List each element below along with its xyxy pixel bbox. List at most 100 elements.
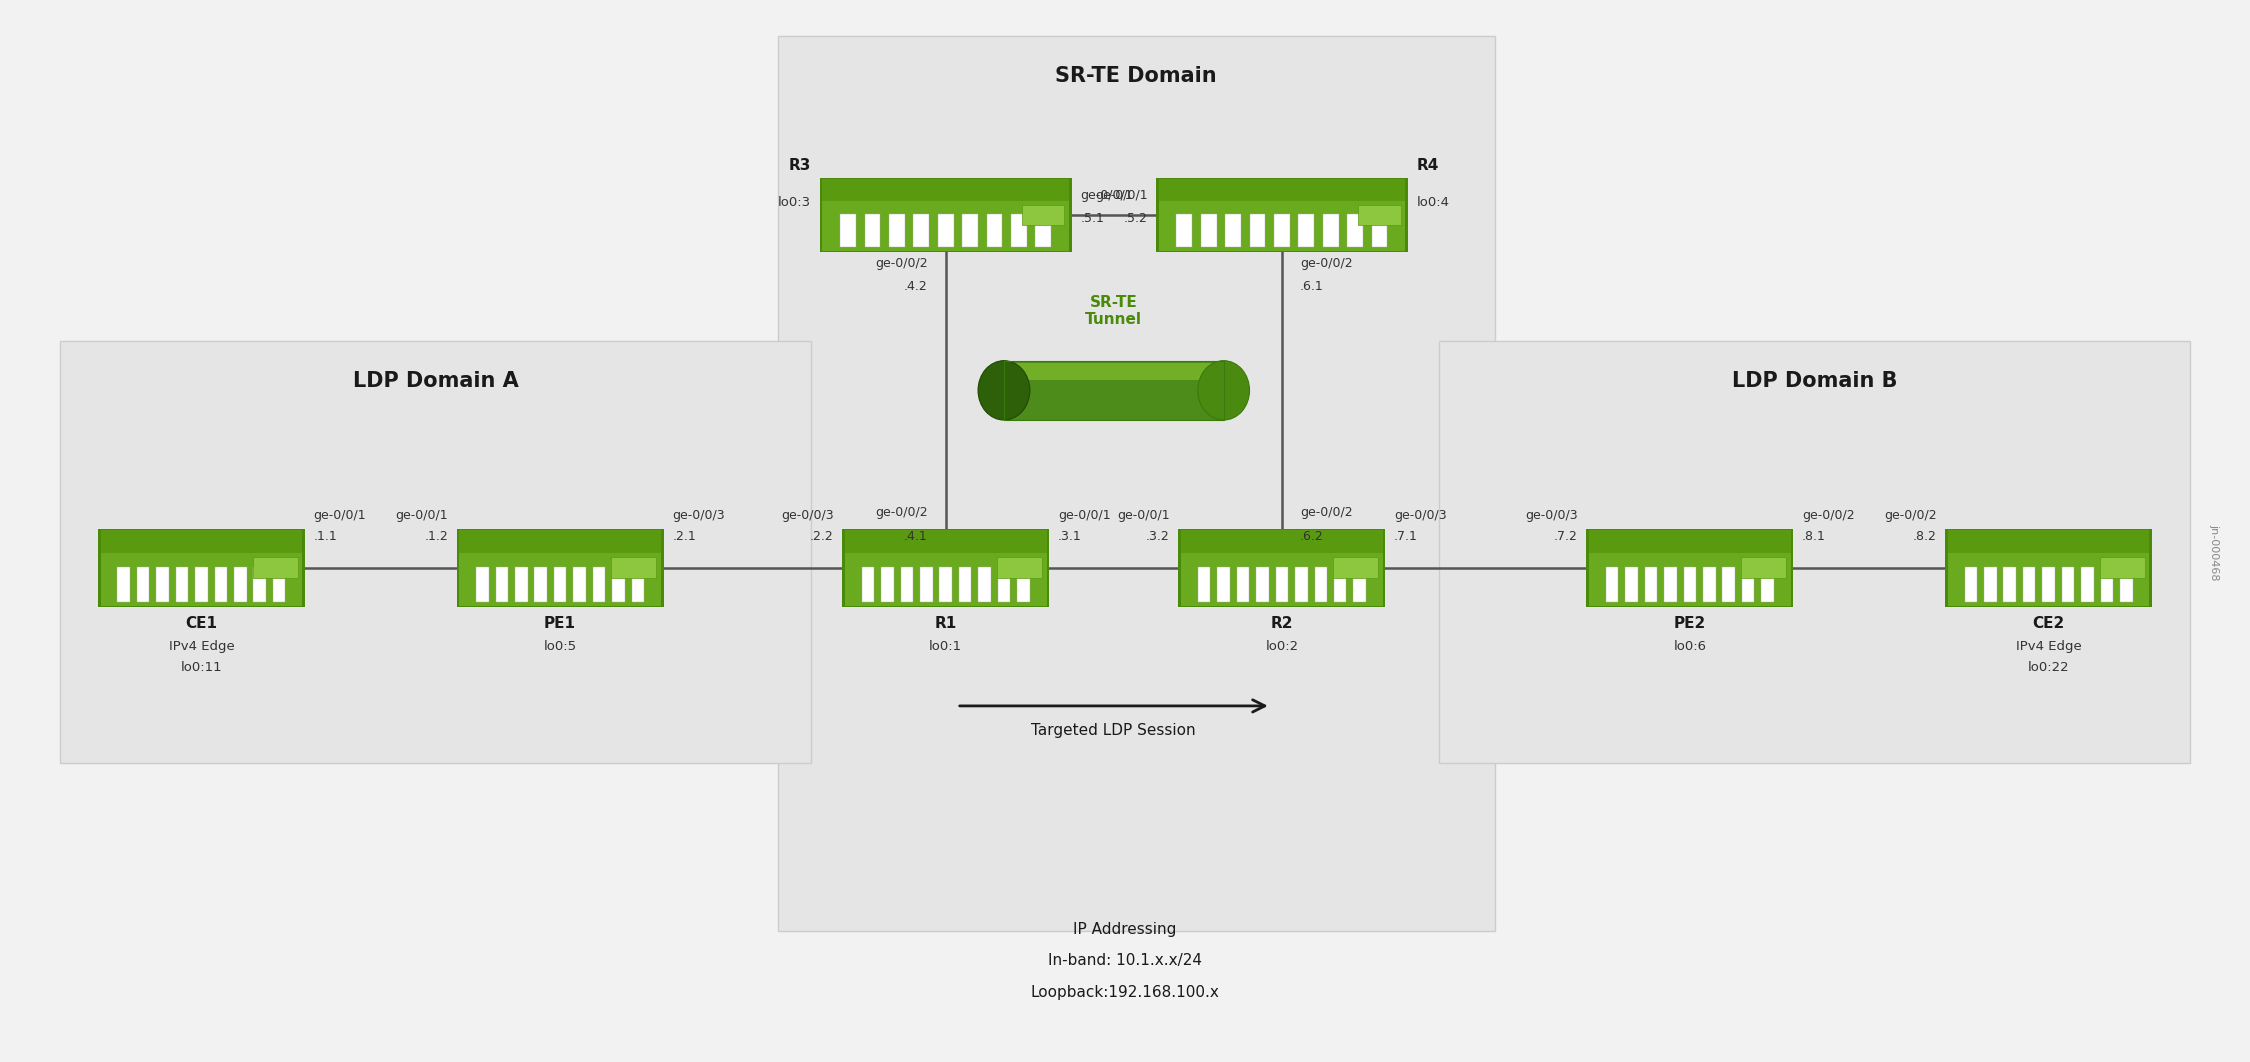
FancyBboxPatch shape [2061,567,2074,601]
FancyBboxPatch shape [1948,530,2149,552]
FancyBboxPatch shape [1276,567,1289,601]
FancyBboxPatch shape [2102,567,2113,601]
Text: .3.2: .3.2 [1145,530,1170,543]
Text: SR-TE Domain: SR-TE Domain [1055,66,1217,86]
Text: SR-TE
Tunnel: SR-TE Tunnel [1084,295,1143,327]
Text: ge-0/0/2: ge-0/0/2 [1883,509,1937,521]
Text: .1.1: .1.1 [313,530,337,543]
FancyBboxPatch shape [61,341,812,763]
FancyBboxPatch shape [1762,567,1773,601]
FancyBboxPatch shape [1948,530,2149,605]
FancyBboxPatch shape [2023,567,2036,601]
FancyBboxPatch shape [1202,213,1217,246]
FancyBboxPatch shape [137,567,148,601]
Text: .5.2: .5.2 [1123,212,1148,225]
Text: ge-0/0/3: ge-0/0/3 [1395,509,1447,521]
Text: ge-0/0/3: ge-0/0/3 [1526,509,1577,521]
FancyBboxPatch shape [536,567,547,601]
FancyBboxPatch shape [196,567,207,601]
Text: ge-0/0/2: ge-0/0/2 [1300,257,1352,270]
FancyBboxPatch shape [176,567,189,601]
FancyBboxPatch shape [101,530,302,552]
Text: IPv4 Edge: IPv4 Edge [169,639,234,652]
FancyBboxPatch shape [1156,177,1408,252]
FancyBboxPatch shape [824,179,1069,201]
FancyBboxPatch shape [1438,341,2189,763]
FancyBboxPatch shape [1314,567,1328,601]
FancyBboxPatch shape [1588,530,1791,552]
FancyBboxPatch shape [554,567,567,601]
FancyBboxPatch shape [495,567,508,601]
FancyBboxPatch shape [1665,567,1676,601]
FancyBboxPatch shape [1035,213,1051,246]
Text: .1.2: .1.2 [425,530,448,543]
FancyBboxPatch shape [1249,213,1264,246]
Text: .7.1: .7.1 [1395,530,1418,543]
FancyBboxPatch shape [920,567,931,601]
FancyBboxPatch shape [612,558,657,579]
FancyBboxPatch shape [819,177,1071,252]
FancyBboxPatch shape [457,529,664,607]
Text: ge-0/0/3: ge-0/0/3 [673,509,724,521]
FancyBboxPatch shape [940,567,952,601]
Text: ge-0/0/2: ge-0/0/2 [1300,507,1352,519]
FancyBboxPatch shape [1586,529,1793,607]
Text: ge-0/0/1: ge-0/0/1 [396,509,448,521]
FancyBboxPatch shape [997,558,1042,579]
FancyBboxPatch shape [778,36,1494,931]
Text: .3.1: .3.1 [1058,530,1082,543]
FancyBboxPatch shape [254,567,266,601]
FancyBboxPatch shape [1296,567,1307,601]
FancyBboxPatch shape [155,567,169,601]
FancyBboxPatch shape [1181,530,1384,605]
FancyBboxPatch shape [1159,179,1406,201]
FancyBboxPatch shape [839,213,855,246]
Text: .2.2: .2.2 [810,530,832,543]
Text: .6.2: .6.2 [1300,530,1323,543]
Text: .4.1: .4.1 [904,530,927,543]
FancyBboxPatch shape [1606,567,1618,601]
FancyBboxPatch shape [900,567,914,601]
Ellipse shape [1197,361,1249,419]
FancyBboxPatch shape [612,567,626,601]
FancyBboxPatch shape [1742,567,1755,601]
FancyBboxPatch shape [824,179,1069,251]
FancyBboxPatch shape [1226,213,1242,246]
Text: LDP Domain B: LDP Domain B [1732,372,1897,392]
FancyBboxPatch shape [1256,567,1269,601]
FancyBboxPatch shape [2120,567,2133,601]
FancyBboxPatch shape [117,567,130,601]
Text: lo0:5: lo0:5 [544,639,576,652]
FancyBboxPatch shape [979,567,990,601]
Text: R1: R1 [934,616,956,631]
FancyBboxPatch shape [1724,567,1735,601]
FancyBboxPatch shape [914,213,929,246]
FancyBboxPatch shape [1742,558,1786,579]
Text: IP Addressing: IP Addressing [1073,922,1177,937]
FancyBboxPatch shape [632,567,644,601]
Text: .2.1: .2.1 [673,530,695,543]
FancyBboxPatch shape [986,213,1001,246]
FancyBboxPatch shape [1332,558,1379,579]
Ellipse shape [979,361,1030,419]
Text: CE1: CE1 [184,616,218,631]
FancyBboxPatch shape [1645,567,1658,601]
FancyBboxPatch shape [842,529,1048,607]
Text: ge-0/0/3: ge-0/0/3 [781,509,832,521]
FancyBboxPatch shape [1372,213,1388,246]
FancyBboxPatch shape [1298,213,1314,246]
FancyBboxPatch shape [2081,567,2095,601]
FancyBboxPatch shape [882,567,893,601]
FancyBboxPatch shape [844,530,1046,552]
FancyBboxPatch shape [97,529,306,607]
FancyBboxPatch shape [1004,361,1224,419]
Text: ge-0/0/2: ge-0/0/2 [875,257,927,270]
FancyBboxPatch shape [889,213,904,246]
FancyBboxPatch shape [2002,567,2016,601]
FancyBboxPatch shape [1359,205,1402,225]
FancyBboxPatch shape [1022,205,1064,225]
FancyBboxPatch shape [1004,363,1224,380]
Text: R4: R4 [1418,158,1438,173]
FancyBboxPatch shape [1352,567,1366,601]
FancyBboxPatch shape [1181,530,1384,552]
